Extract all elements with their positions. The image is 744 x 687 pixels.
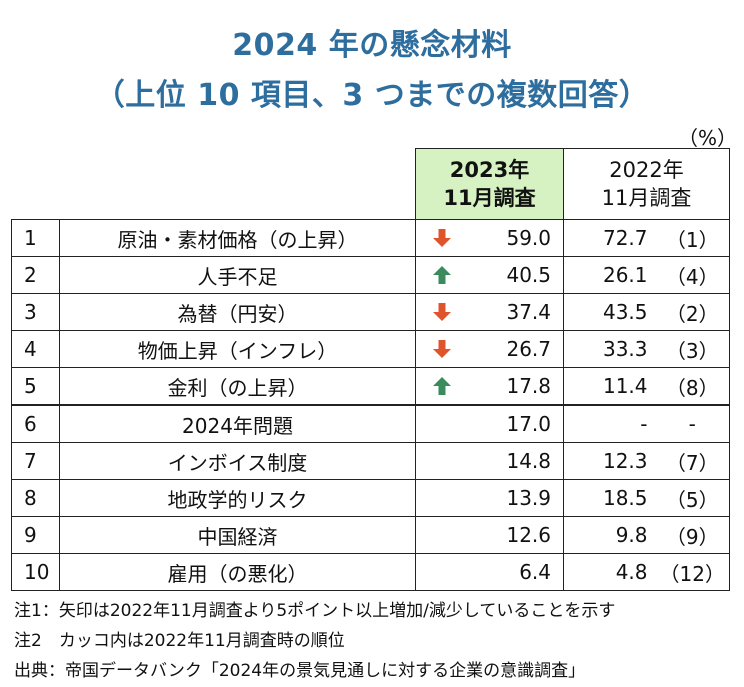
value-2023: 37.4 bbox=[506, 300, 551, 324]
item-cell: 中国経済 bbox=[59, 516, 416, 554]
rank-cell: 6 bbox=[11, 404, 60, 443]
table-row: 5 金利（の上昇） 17.8 11.4 （8） bbox=[11, 367, 731, 406]
table-row: 8 地政学的リスク 13.9 18.5 （5） bbox=[11, 479, 731, 517]
item-cell: 地政学的リスク bbox=[59, 479, 416, 517]
rank-2022-cell: （9） bbox=[655, 516, 731, 554]
table-row: 3 為替（円安） 37.4 43.5 （2） bbox=[11, 293, 731, 331]
item-cell: 人手不足 bbox=[59, 256, 416, 294]
item-cell: 原油・素材価格（の上昇） bbox=[59, 219, 416, 257]
value-2023-cell: 6.4 bbox=[415, 553, 564, 591]
value-2023: 12.6 bbox=[506, 523, 551, 547]
concerns-table: 2023年 11月調査 2022年 11月調査 1 原油・素材価格（の上昇） 59.… bbox=[11, 148, 731, 591]
table-row: 9 中国経済 12.6 9.8 （9） bbox=[11, 516, 731, 554]
note-1: 注1：矢印は2022年11月調査より5ポイント以上増加/減少していることを示す bbox=[14, 601, 616, 621]
value-2023-cell: 40.5 bbox=[415, 256, 564, 294]
item-cell: 雇用（の悪化） bbox=[59, 553, 416, 591]
value-2022-cell: 18.5 bbox=[563, 479, 656, 517]
value-2022-cell: 72.7 bbox=[563, 219, 656, 257]
item-cell: 物価上昇（インフレ） bbox=[59, 330, 416, 368]
rank-2022-cell: （1） bbox=[655, 219, 731, 257]
rank-2022-cell: （8） bbox=[655, 367, 731, 406]
header-empty-cell bbox=[11, 148, 416, 220]
rank-cell: 9 bbox=[11, 516, 60, 554]
value-2023-cell: 59.0 bbox=[415, 219, 564, 257]
rank-cell: 10 bbox=[11, 553, 60, 591]
header-2022: 2022年 11月調査 bbox=[562, 148, 731, 220]
rank-2022-cell: （5） bbox=[655, 479, 731, 517]
arrow-down-icon bbox=[433, 303, 451, 321]
table-header-row: 2023年 11月調査 2022年 11月調査 bbox=[11, 148, 731, 220]
value-2022-cell: 4.8 bbox=[563, 553, 656, 591]
page-title: 2024 年の懸念材料 bbox=[232, 28, 512, 63]
arrow-down-icon bbox=[433, 340, 451, 358]
rank-cell: 4 bbox=[11, 330, 60, 368]
item-cell: 為替（円安） bbox=[59, 293, 416, 331]
value-2023: 17.0 bbox=[506, 412, 551, 436]
value-2022-cell: 11.4 bbox=[563, 367, 656, 406]
source-note: 出典：帝国データバンク「2024年の景気見通しに対する企業の意識調査」 bbox=[14, 661, 586, 681]
value-2022-cell: 26.1 bbox=[563, 256, 656, 294]
value-2022-cell: - bbox=[563, 404, 656, 443]
rank-2022-cell: （12） bbox=[655, 553, 731, 591]
value-2023-cell: 26.7 bbox=[415, 330, 564, 368]
table-row: 7 インボイス制度 14.8 12.3 （7） bbox=[11, 442, 731, 480]
value-2023-cell: 12.6 bbox=[415, 516, 564, 554]
unit-label: （%） bbox=[678, 126, 738, 150]
item-cell: インボイス制度 bbox=[59, 442, 416, 480]
rank-2022-cell: （7） bbox=[655, 442, 731, 480]
value-2023: 17.8 bbox=[506, 374, 551, 398]
value-2022-cell: 9.8 bbox=[563, 516, 656, 554]
arrow-up-icon bbox=[433, 377, 451, 395]
table-row: 4 物価上昇（インフレ） 26.7 33.3 （3） bbox=[11, 330, 731, 368]
item-cell: 金利（の上昇） bbox=[59, 367, 416, 406]
value-2023-cell: 17.0 bbox=[415, 404, 564, 443]
value-2023-cell: 13.9 bbox=[415, 479, 564, 517]
rank-cell: 5 bbox=[11, 367, 60, 406]
value-2023: 6.4 bbox=[519, 560, 551, 584]
value-2023: 26.7 bbox=[506, 337, 551, 361]
rank-2022-cell: （2） bbox=[655, 293, 731, 331]
value-2023-cell: 17.8 bbox=[415, 367, 564, 406]
value-2023-cell: 37.4 bbox=[415, 293, 564, 331]
table-row: 2 人手不足 40.5 26.1 （4） bbox=[11, 256, 731, 294]
value-2022-cell: 12.3 bbox=[563, 442, 656, 480]
arrow-up-icon bbox=[433, 266, 451, 284]
rank-2022-cell: - bbox=[655, 404, 731, 443]
value-2023-cell: 14.8 bbox=[415, 442, 564, 480]
rank-2022-cell: （3） bbox=[655, 330, 731, 368]
table-row: 6 2024年問題 17.0- - bbox=[11, 404, 731, 443]
value-2022-cell: 33.3 bbox=[563, 330, 656, 368]
rank-cell: 1 bbox=[11, 219, 60, 257]
rank-2022-cell: （4） bbox=[655, 256, 731, 294]
item-cell: 2024年問題 bbox=[59, 404, 416, 443]
rank-cell: 2 bbox=[11, 256, 60, 294]
table-row: 1 原油・素材価格（の上昇） 59.0 72.7 （1） bbox=[11, 219, 731, 257]
rank-cell: 8 bbox=[11, 479, 60, 517]
note-2: 注2 カッコ内は2022年11月調査時の順位 bbox=[14, 631, 345, 651]
value-2023: 13.9 bbox=[506, 486, 551, 510]
header-2023: 2023年 11月調査 bbox=[415, 148, 564, 220]
arrow-down-icon bbox=[433, 229, 451, 247]
value-2023: 40.5 bbox=[506, 263, 551, 287]
rank-cell: 3 bbox=[11, 293, 60, 331]
value-2022-cell: 43.5 bbox=[563, 293, 656, 331]
value-2023: 14.8 bbox=[506, 449, 551, 473]
table-row: 10 雇用（の悪化） 6.4 4.8 （12） bbox=[11, 553, 731, 591]
value-2023: 59.0 bbox=[506, 226, 551, 250]
rank-cell: 7 bbox=[11, 442, 60, 480]
page-subtitle: （上位 10 項目、3 つまでの複数回答） bbox=[94, 78, 650, 113]
